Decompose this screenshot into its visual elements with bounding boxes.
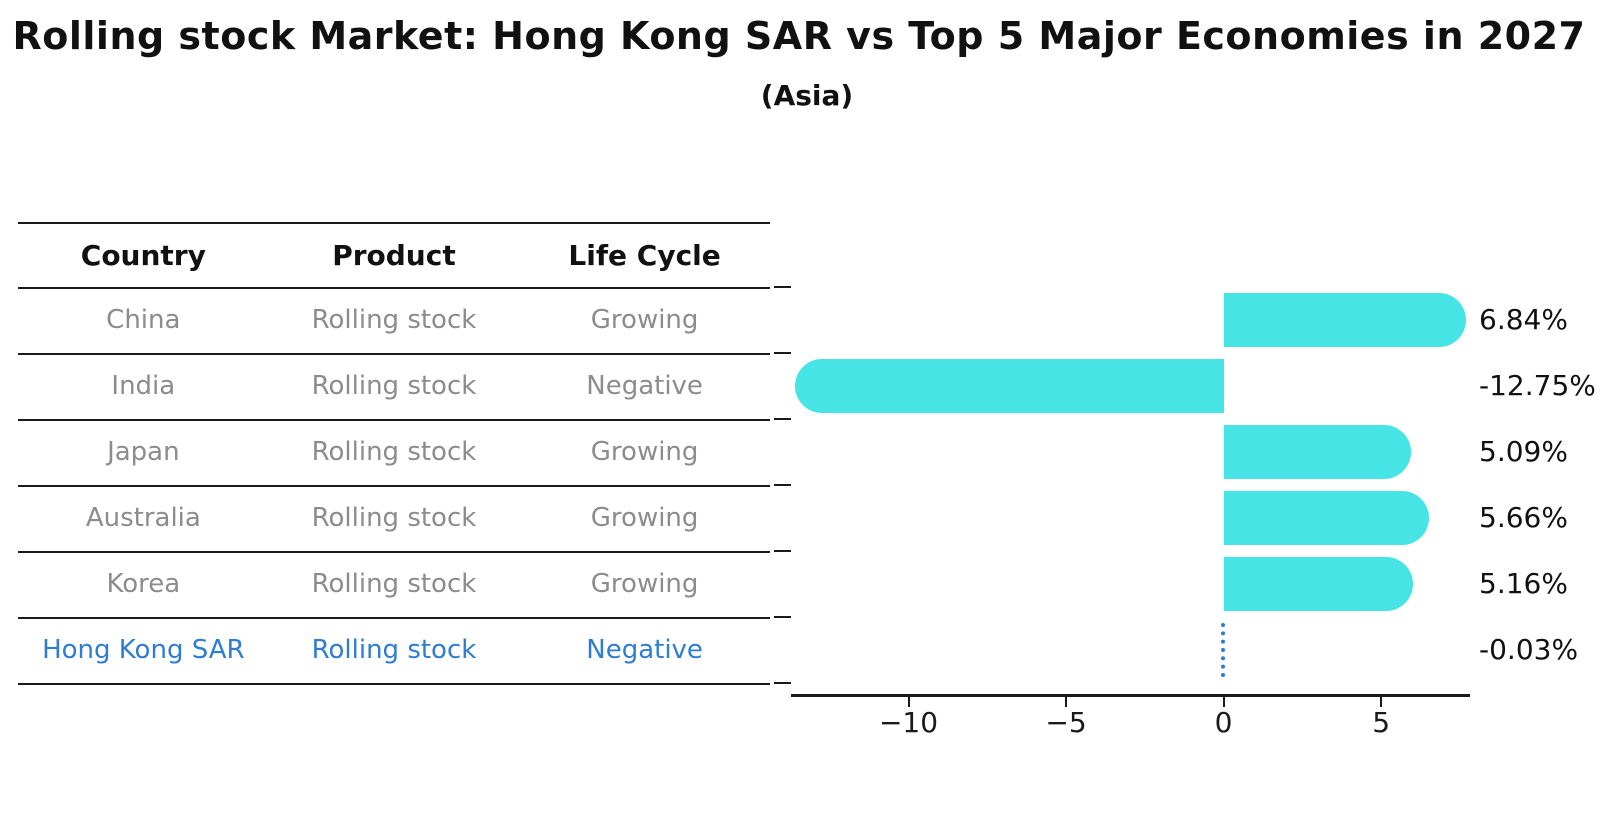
lifecycle-cell: Negative — [586, 635, 703, 665]
x-tick — [907, 697, 910, 707]
product-cell: Rolling stock — [311, 569, 477, 599]
table-row: Japan Rolling stock Growing — [18, 419, 770, 485]
bar-hong-kong-sar — [1220, 623, 1225, 677]
table-rule — [18, 683, 770, 685]
bar-value-label: -0.03% — [1479, 633, 1579, 666]
table-row-highlighted: Hong Kong SAR Rolling stock Negative — [18, 617, 770, 683]
x-tick-label: −10 — [878, 706, 939, 739]
product-cell: Rolling stock — [311, 503, 477, 533]
chart-title: Rolling stock Market: Hong Kong SAR vs T… — [12, 14, 1586, 58]
bar-value-label: 5.66% — [1479, 501, 1568, 534]
x-tick-label: −5 — [1045, 706, 1087, 739]
bar-value-label: 6.84% — [1479, 303, 1568, 336]
product-cell: Rolling stock — [311, 371, 477, 401]
country-cell: India — [111, 371, 176, 401]
product-cell: Rolling stock — [311, 437, 477, 467]
chart-subtitle: (Asia) — [760, 79, 854, 112]
col-header-country: Country — [80, 239, 206, 272]
table-row: Australia Rolling stock Growing — [18, 485, 770, 551]
table-rule — [18, 287, 770, 289]
table-row: Korea Rolling stock Growing — [18, 551, 770, 617]
bar-japan — [1223, 425, 1411, 479]
col-header-product: Product — [332, 239, 456, 272]
lifecycle-cell: Negative — [586, 371, 703, 401]
y-tick — [774, 616, 791, 618]
country-cell: Korea — [106, 569, 181, 599]
lifecycle-cell: Growing — [590, 503, 699, 533]
x-tick — [1380, 697, 1383, 707]
x-tick — [1065, 697, 1068, 707]
bar-value-label: 5.09% — [1479, 435, 1568, 468]
y-tick — [774, 682, 791, 684]
bar-value-label: -12.75% — [1479, 369, 1596, 402]
table-rule — [18, 485, 770, 487]
y-tick — [774, 286, 791, 288]
product-cell: Rolling stock — [311, 305, 477, 335]
country-cell: Hong Kong SAR — [42, 635, 245, 665]
country-cell: Australia — [85, 503, 201, 533]
table-rule — [18, 222, 770, 224]
table-rule — [18, 419, 770, 421]
y-tick — [774, 352, 791, 354]
table-rule — [18, 617, 770, 619]
country-cell: Japan — [107, 437, 180, 467]
x-tick — [1222, 697, 1225, 707]
table-header-row: Country Product Life Cycle — [18, 224, 770, 287]
bar-china — [1223, 293, 1467, 347]
table-rule — [18, 353, 770, 355]
x-tick-label: 5 — [1372, 706, 1391, 739]
y-tick — [774, 484, 791, 486]
x-axis-line — [791, 694, 1470, 697]
x-tick-label: 0 — [1214, 706, 1233, 739]
bar-india — [794, 359, 1224, 413]
table-row: China Rolling stock Growing — [18, 287, 770, 353]
y-tick — [774, 550, 791, 552]
country-cell: China — [106, 305, 181, 335]
bar-value-label: 5.16% — [1479, 567, 1568, 600]
bar-korea — [1223, 557, 1414, 611]
lifecycle-cell: Growing — [590, 569, 699, 599]
col-header-life-cycle: Life Cycle — [568, 239, 721, 272]
product-cell: Rolling stock — [311, 635, 477, 665]
table-row: India Rolling stock Negative — [18, 353, 770, 419]
table-rule — [18, 551, 770, 553]
y-tick — [774, 418, 791, 420]
lifecycle-cell: Growing — [590, 305, 699, 335]
bar-australia — [1223, 491, 1429, 545]
lifecycle-cell: Growing — [590, 437, 699, 467]
